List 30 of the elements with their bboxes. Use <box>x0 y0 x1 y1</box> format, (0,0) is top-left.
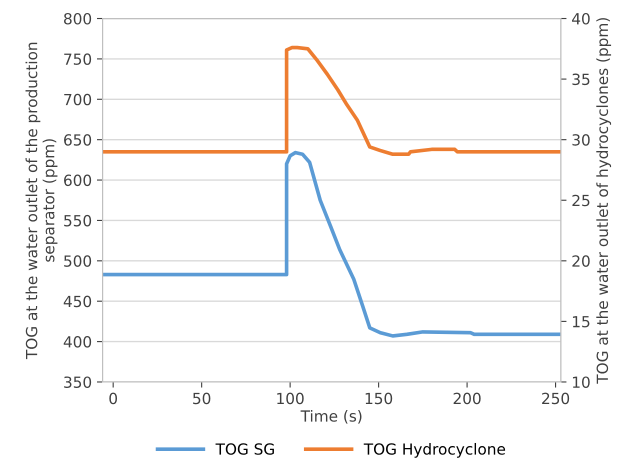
x-axis-title: Time (s) <box>300 410 362 424</box>
y-tick-label: 700 <box>64 94 92 106</box>
y-tick-label: 600 <box>64 174 92 186</box>
y-tick-label: 800 <box>64 12 92 25</box>
line-series <box>102 150 561 338</box>
y2-tick-label: 30 <box>572 134 590 146</box>
x-tick-label: 50 <box>193 392 210 404</box>
y2-tick-label: 15 <box>572 316 590 328</box>
y-axis-title: TOG at the water outlet of the production separator (ppm) <box>26 42 58 360</box>
legend-label: TOG Hydrocyclone <box>364 442 506 458</box>
x-tick-label: 200 <box>454 392 481 404</box>
y2-tick-label: 10 <box>572 376 590 388</box>
y2-tick-label: 35 <box>572 74 590 86</box>
y-tick-label: 750 <box>64 53 92 65</box>
y-tick-label: 450 <box>64 296 92 308</box>
y2-tick-label: 40 <box>572 12 590 25</box>
y2-tick-label: 25 <box>572 194 590 206</box>
x-tick-label: 100 <box>277 392 304 404</box>
x-tick-label: 250 <box>542 392 570 404</box>
legend-label: TOG SG <box>216 443 274 455</box>
x-tick-label: 150 <box>366 392 392 404</box>
y-tick-label: 400 <box>64 336 92 348</box>
y-tick-label: 550 <box>64 214 92 226</box>
x-tick-label: 0 <box>109 392 118 404</box>
y-tick-label: 500 <box>64 255 92 267</box>
y2-axis-title: TOG at the water outlet of hydrocyclones (ppm) <box>596 18 612 384</box>
y-tick-label: 650 <box>64 134 92 146</box>
y-tick-label: 350 <box>64 376 92 388</box>
line-series <box>102 46 561 156</box>
y2-tick-label: 20 <box>572 255 590 267</box>
